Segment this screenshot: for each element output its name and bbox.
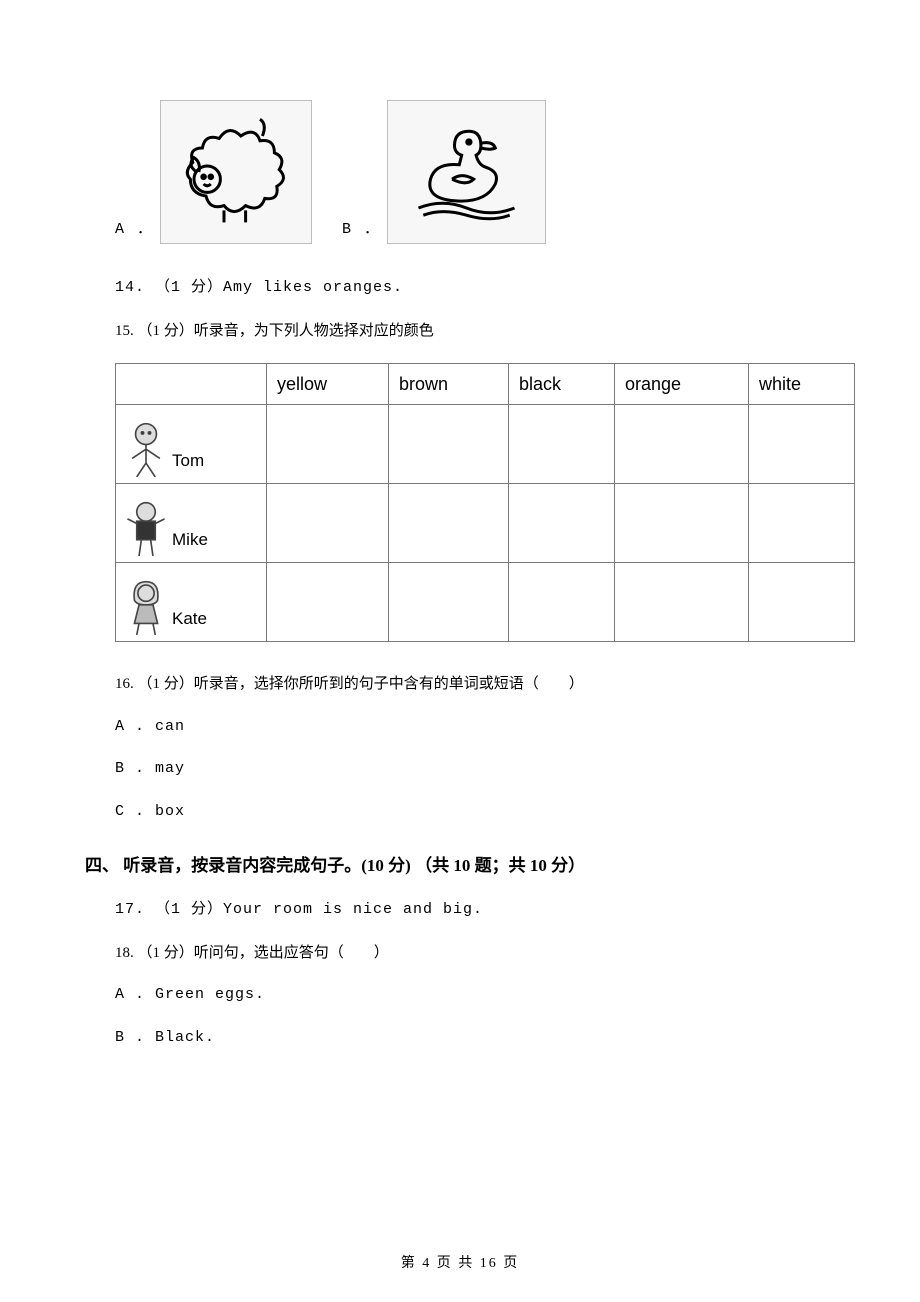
q15-stem: 15. （1 分）听录音，为下列人物选择对应的颜色 [115, 317, 835, 346]
q16-stem: 16. （1 分）听录音，选择你所听到的句子中含有的单词或短语（ ） [115, 670, 835, 699]
duck-image [387, 100, 546, 244]
sheep-icon [171, 112, 301, 232]
avatar-tom-icon [122, 419, 170, 477]
cell [508, 405, 614, 484]
q13-option-A-label: A ． [115, 216, 154, 245]
table-row: Kate [116, 563, 855, 642]
section4-title: 四、 听录音，按录音内容完成句子。(10 分) （共 10 题；共 10 分） [85, 850, 835, 882]
cell [388, 405, 508, 484]
cell [748, 484, 854, 563]
q15-color-table: yellow brown black orange white Tom [115, 363, 855, 642]
q14-text: 14. （1 分）Amy likes oranges. [115, 274, 835, 303]
q16-option-A: A . can [115, 713, 835, 742]
cell [748, 405, 854, 484]
avatar-mike-icon [122, 498, 170, 556]
table-header-row: yellow brown black orange white [116, 364, 855, 405]
name-cell-mike: Mike [116, 484, 267, 563]
name-mike: Mike [172, 524, 208, 556]
cell [614, 484, 748, 563]
q17-text: 17. （1 分）Your room is nice and big. [115, 896, 835, 925]
th-blank [116, 364, 267, 405]
page-footer: 第 4 页 共 16 页 [0, 1252, 920, 1272]
avatar-kate-icon [122, 577, 170, 635]
th-white: white [748, 364, 854, 405]
th-black: black [508, 364, 614, 405]
name-cell-tom: Tom [116, 405, 267, 484]
table-row: Tom [116, 405, 855, 484]
q13-options-row: A ． B ． [85, 100, 835, 244]
duck-icon [399, 112, 534, 232]
q16-option-B: B . may [115, 755, 835, 784]
exam-page: A ． B ． [0, 0, 920, 1106]
cell [388, 484, 508, 563]
table-row: Mike [116, 484, 855, 563]
cell [614, 563, 748, 642]
cell [748, 563, 854, 642]
cell [267, 405, 389, 484]
q13-option-B-label: B ． [342, 216, 381, 245]
th-orange: orange [614, 364, 748, 405]
th-yellow: yellow [267, 364, 389, 405]
q18-option-A: A . Green eggs. [115, 981, 835, 1010]
q18-option-B: B . Black. [115, 1024, 835, 1053]
th-brown: brown [388, 364, 508, 405]
cell [388, 563, 508, 642]
cell [267, 563, 389, 642]
cell [508, 563, 614, 642]
cell [614, 405, 748, 484]
cell [267, 484, 389, 563]
q18-stem: 18. （1 分）听问句，选出应答句（ ） [115, 939, 835, 968]
sheep-image [160, 100, 312, 244]
cell [508, 484, 614, 563]
name-tom: Tom [172, 445, 204, 477]
name-cell-kate: Kate [116, 563, 267, 642]
name-kate: Kate [172, 603, 207, 635]
q16-option-C: C . box [115, 798, 835, 827]
